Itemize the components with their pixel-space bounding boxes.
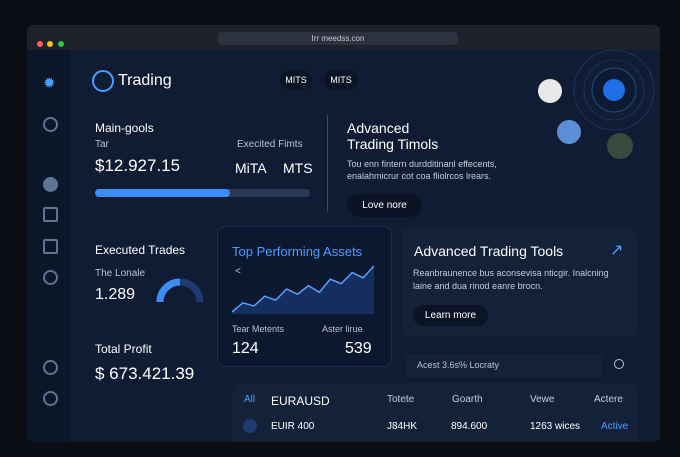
side-value: MTS [283, 160, 313, 176]
main-value: $12.927.15 [95, 156, 181, 175]
logo-icon: ✹ [43, 75, 56, 92]
url: Irr meedss.con [311, 34, 365, 43]
profile-icon[interactable] [43, 391, 58, 406]
logo-mark [92, 70, 114, 92]
asset-value: 539 [345, 340, 372, 357]
tab[interactable]: MITS [280, 70, 312, 90]
nav-icon[interactable] [43, 117, 58, 132]
promo-text: Tou enn fintern durdditinanl effecents, … [347, 159, 497, 181]
nav-icon[interactable] [43, 207, 58, 222]
promo-button[interactable]: Love nore [347, 194, 422, 217]
search-box[interactable] [405, 354, 603, 377]
table-header: EURAUSD [271, 394, 330, 408]
table-cell: EUIR 400 [271, 421, 315, 432]
nav-icon[interactable] [43, 360, 58, 375]
nav-icon[interactable] [43, 270, 58, 285]
table-card [232, 383, 637, 442]
profit-title: Total Profit [95, 342, 152, 356]
tools-title: Advanced Trading Tools [414, 243, 564, 259]
progress-fill [95, 189, 231, 197]
sidebar [27, 50, 70, 442]
table-header: Vewe [530, 394, 555, 405]
asset-label: Tear Metents [232, 324, 285, 334]
sparkline [232, 265, 374, 313]
table-cell: Active [601, 421, 629, 432]
nav-icon[interactable] [43, 177, 58, 192]
side-label: Execited Fimts [237, 139, 303, 150]
back[interactable]: < [235, 266, 241, 277]
tools-arrow[interactable]: ↗ [610, 242, 624, 259]
sparkline-chart [232, 265, 374, 314]
executed-value: 1.289 [95, 286, 136, 303]
gauge [156, 278, 204, 303]
top-assets-card [217, 226, 392, 367]
tools-text: Reanbraunence bus aconsevisa nticgir. In… [413, 268, 609, 291]
table-cell: 894.600 [451, 421, 488, 432]
table-header: Totete [387, 394, 415, 405]
divider [327, 115, 328, 212]
traffic-lights [37, 34, 64, 52]
table-cell: J84HK [387, 421, 418, 432]
table-icon [243, 419, 257, 433]
side-value: MiTA [235, 160, 267, 176]
table-header[interactable]: All [244, 394, 256, 405]
profit-value: $ 673.421.39 [95, 364, 195, 383]
tab[interactable]: MITS [324, 70, 358, 90]
table-header: Actere [594, 394, 623, 405]
table-cell: 1263 wices [530, 421, 581, 432]
executed-label: The Lonale [95, 268, 146, 279]
avatars [538, 50, 655, 159]
logo-text: Trading [118, 72, 172, 89]
nav-icon[interactable] [43, 239, 58, 254]
table-header: Goarth [452, 394, 483, 405]
promo-title: Advanced Trading Timols [347, 120, 439, 152]
main-label: Tar [95, 139, 109, 150]
main-title: Main-gools [95, 121, 154, 135]
top-assets-title: Top Performing Assets [232, 244, 363, 259]
search-icon[interactable] [614, 359, 624, 369]
asset-value: 124 [232, 340, 259, 357]
tools-button[interactable]: Learn more [413, 305, 488, 326]
search-placeholder: Acest 3.6s% Locraty [417, 360, 500, 370]
executed-title: Executed Trades [95, 243, 186, 257]
asset-label: Aster lirue [322, 324, 363, 334]
url-bar[interactable] [218, 32, 458, 45]
